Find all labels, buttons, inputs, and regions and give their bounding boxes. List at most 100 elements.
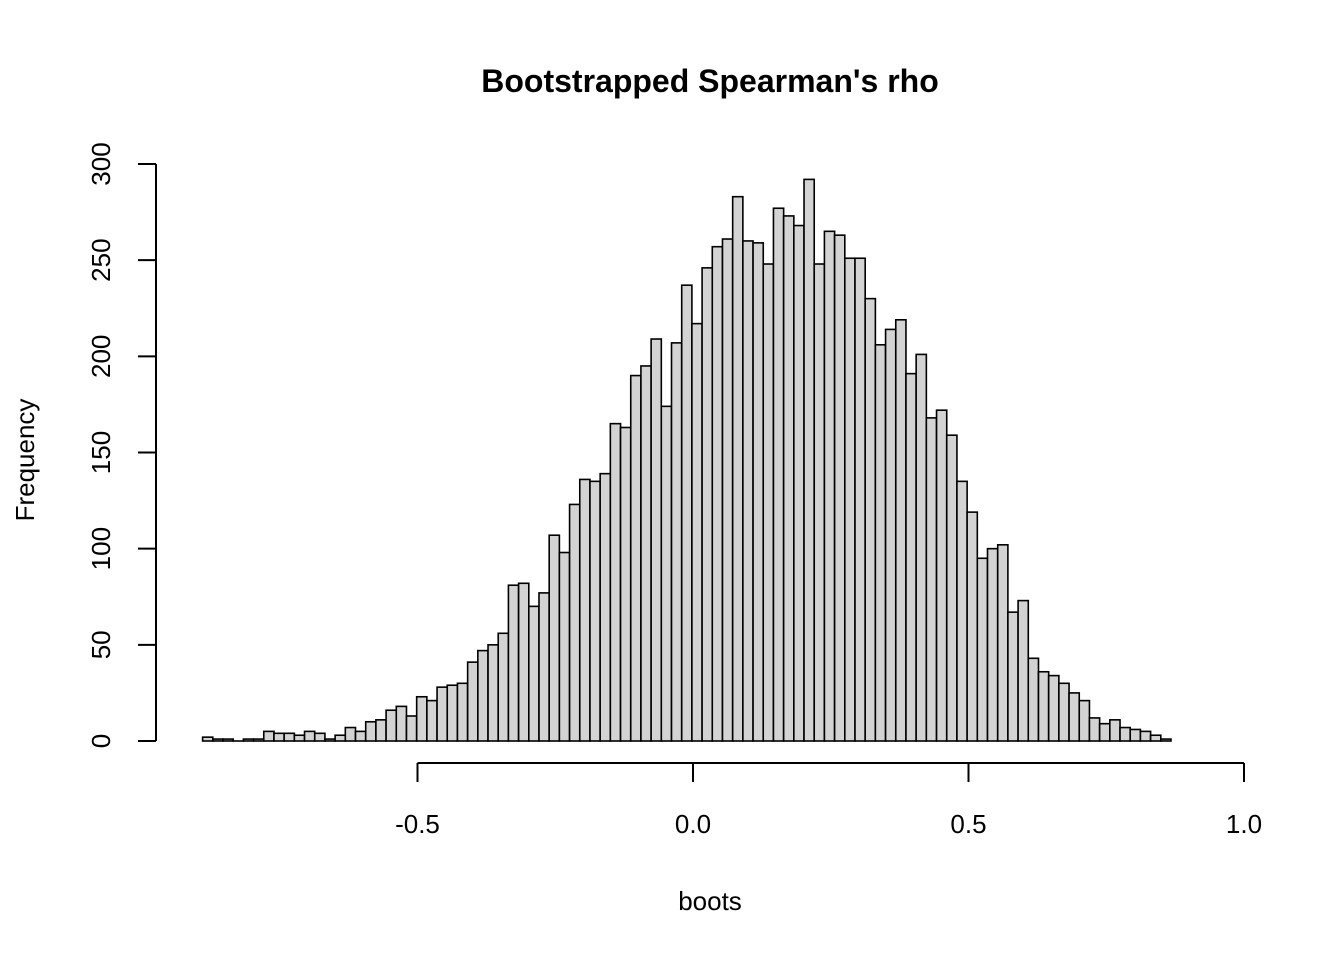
histogram-bar <box>691 322 703 742</box>
y-tick-label: 250 <box>86 238 116 281</box>
histogram-bar <box>1007 611 1019 742</box>
x-axis: -0.5 0.0 0.5 1.0 <box>395 762 1262 839</box>
x-tick-label: -0.5 <box>395 809 440 839</box>
histogram-bar <box>283 732 296 742</box>
histogram-bar <box>1129 728 1142 742</box>
histogram-bar <box>905 372 917 742</box>
histogram-bar <box>1027 657 1040 742</box>
histogram-bar <box>517 582 530 742</box>
histogram-bar <box>375 719 387 742</box>
histogram-bar <box>762 263 775 742</box>
histogram-bar <box>894 318 907 742</box>
histogram-bar <box>996 544 1009 742</box>
x-tick-label: 1.0 <box>1226 809 1262 839</box>
histogram-bar <box>242 738 255 742</box>
histogram-bar <box>354 730 367 742</box>
histogram-bar <box>803 178 816 742</box>
histogram-bar <box>650 338 663 742</box>
histogram-bar <box>680 284 693 742</box>
histogram-bar <box>405 715 418 742</box>
histogram-bar <box>884 328 897 742</box>
histogram-bar <box>793 224 805 742</box>
histogram-bar <box>782 215 795 742</box>
histogram-bar <box>823 230 836 742</box>
x-tick-label: 0.0 <box>675 809 711 839</box>
histogram-bar <box>1058 682 1070 742</box>
histogram-bar <box>976 557 989 742</box>
histogram-bar <box>548 534 561 742</box>
histogram-bar <box>344 726 357 742</box>
histogram-bar <box>1098 722 1111 742</box>
histogram-bar <box>935 409 948 742</box>
histogram-bar <box>1017 599 1030 742</box>
histogram-bar <box>313 732 326 742</box>
histogram-bar <box>670 342 683 742</box>
histogram-bar <box>609 422 622 742</box>
histogram-bar <box>252 738 265 742</box>
histogram-bar <box>487 644 500 742</box>
histogram-bar <box>874 343 887 742</box>
y-tick-label: 150 <box>86 431 116 474</box>
histogram-bar <box>446 684 459 742</box>
y-tick-label: 300 <box>86 142 116 185</box>
y-tick-label: 200 <box>86 335 116 378</box>
histogram-bar <box>324 738 336 742</box>
histogram-bar <box>589 480 601 742</box>
y-tick-label: 100 <box>86 527 116 570</box>
histogram-bar <box>742 240 754 742</box>
histogram-bar <box>477 649 489 742</box>
histogram-bar <box>262 730 275 742</box>
histogram-bar <box>640 365 652 742</box>
histogram-bar <box>456 682 469 742</box>
histogram-bar <box>701 267 714 742</box>
histogram-bar <box>1078 699 1091 742</box>
y-axis: 0 50 100 150 200 250 300 <box>86 142 157 748</box>
y-tick-label: 0 <box>86 734 116 748</box>
histogram-bars <box>201 178 1172 742</box>
histogram-bar <box>1109 719 1121 742</box>
histogram-bar <box>385 709 398 742</box>
x-tick-label: 0.5 <box>950 809 986 839</box>
histogram-bar <box>945 434 958 742</box>
histogram-bar <box>1139 730 1152 742</box>
histogram-bar <box>813 263 826 742</box>
histogram-bar <box>1088 717 1101 742</box>
histogram-bar <box>731 195 744 742</box>
histogram-bar <box>293 734 306 742</box>
histogram-bar <box>925 417 938 742</box>
histogram-bar <box>864 297 877 742</box>
histogram-bar <box>629 374 642 742</box>
histogram-bar <box>844 257 856 742</box>
histogram-bar <box>986 547 999 742</box>
histogram-bar <box>528 605 540 742</box>
histogram-bar <box>599 472 612 742</box>
histogram-bar <box>956 480 968 742</box>
y-axis-label: Frequency <box>10 399 40 522</box>
histogram-bar <box>1068 692 1081 742</box>
histogram-bar <box>273 732 285 742</box>
histogram-bar <box>426 699 438 742</box>
histogram-bar <box>660 405 673 742</box>
histogram-bar <box>915 353 928 742</box>
histogram-bar <box>466 661 479 742</box>
histogram-bar <box>1047 674 1060 742</box>
histogram-bar <box>1149 734 1162 742</box>
y-tick-label: 50 <box>86 630 116 659</box>
histogram-bar <box>558 551 571 742</box>
histogram-bar <box>497 632 510 742</box>
histogram-bar <box>1037 670 1050 742</box>
histogram-bar <box>212 738 224 742</box>
histogram-bar <box>854 257 866 742</box>
histogram-bar <box>752 242 765 742</box>
histogram-bar <box>222 738 234 742</box>
histogram-bar <box>568 503 581 742</box>
histogram-bar <box>711 245 724 742</box>
histogram-bar <box>364 720 377 742</box>
histogram-bar <box>415 695 428 742</box>
histogram-bar <box>1159 738 1172 742</box>
histogram-bar <box>395 705 408 742</box>
histogram-bar <box>772 207 785 742</box>
histogram-bar <box>966 511 979 742</box>
histogram-bar <box>201 736 214 742</box>
